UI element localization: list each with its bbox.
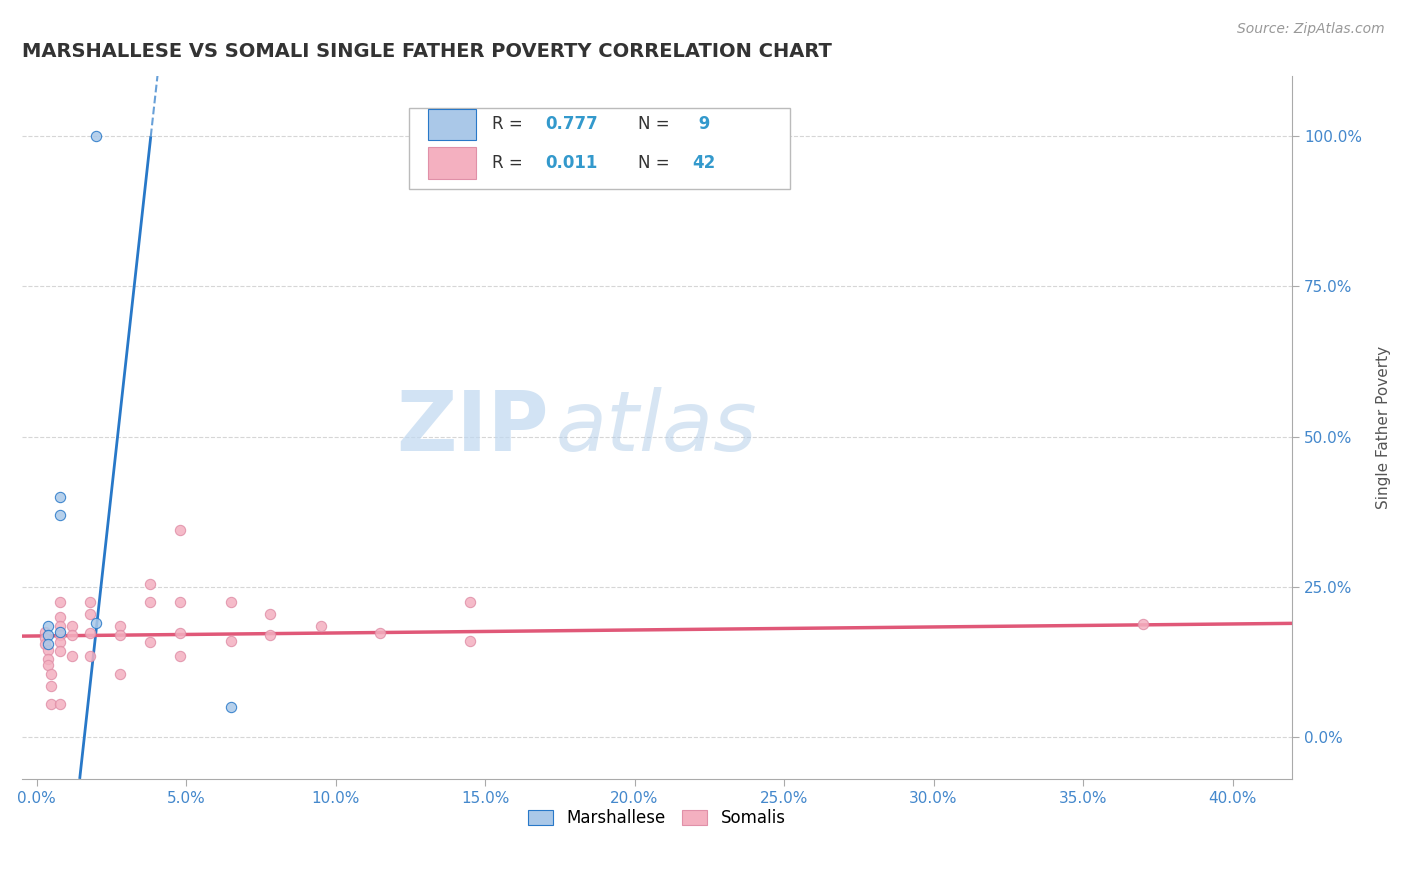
- Point: [169, 595, 191, 609]
- Point: [37, 619, 59, 633]
- FancyBboxPatch shape: [429, 109, 477, 140]
- Point: [139, 635, 162, 649]
- Text: R =: R =: [492, 154, 527, 172]
- Point: [139, 576, 162, 591]
- Point: [49, 635, 72, 649]
- Point: [37, 628, 59, 642]
- Point: [219, 699, 242, 714]
- Text: MARSHALLESE VS SOMALI SINGLE FATHER POVERTY CORRELATION CHART: MARSHALLESE VS SOMALI SINGLE FATHER POVE…: [21, 42, 831, 61]
- Point: [60, 619, 83, 633]
- Point: [41, 697, 63, 711]
- Text: N =: N =: [638, 115, 675, 133]
- Point: [84, 615, 107, 630]
- Text: N =: N =: [638, 154, 675, 172]
- Point: [49, 619, 72, 633]
- Text: R =: R =: [492, 115, 527, 133]
- Point: [37, 652, 59, 666]
- Point: [49, 490, 72, 504]
- Point: [34, 631, 56, 645]
- Point: [60, 648, 83, 663]
- FancyBboxPatch shape: [409, 108, 790, 188]
- Point: [34, 624, 56, 639]
- Text: Source: ZipAtlas.com: Source: ZipAtlas.com: [1237, 22, 1385, 37]
- Point: [219, 595, 242, 609]
- Point: [110, 628, 132, 642]
- Point: [37, 637, 59, 651]
- Point: [60, 628, 83, 642]
- Point: [79, 648, 101, 663]
- Point: [79, 607, 101, 621]
- Text: 42: 42: [693, 154, 716, 172]
- Point: [219, 633, 242, 648]
- Point: [458, 633, 481, 648]
- Point: [79, 626, 101, 640]
- Point: [37, 657, 59, 672]
- Text: ZIP: ZIP: [396, 387, 548, 468]
- Point: [37, 642, 59, 657]
- Point: [458, 595, 481, 609]
- Point: [49, 508, 72, 522]
- Text: atlas: atlas: [555, 387, 756, 468]
- Point: [1132, 617, 1154, 632]
- Point: [49, 624, 72, 639]
- Text: 0.011: 0.011: [546, 154, 598, 172]
- FancyBboxPatch shape: [429, 147, 477, 179]
- Point: [49, 595, 72, 609]
- Point: [169, 626, 191, 640]
- Point: [49, 697, 72, 711]
- Point: [49, 628, 72, 642]
- Point: [49, 644, 72, 658]
- Point: [41, 666, 63, 681]
- Y-axis label: Single Father Poverty: Single Father Poverty: [1376, 346, 1391, 509]
- Point: [370, 626, 392, 640]
- Point: [49, 609, 72, 624]
- Point: [309, 619, 332, 633]
- Point: [41, 679, 63, 693]
- Point: [259, 628, 281, 642]
- Point: [34, 637, 56, 651]
- Point: [84, 129, 107, 144]
- Text: 9: 9: [693, 115, 710, 133]
- Point: [169, 523, 191, 537]
- Point: [169, 648, 191, 663]
- Point: [110, 619, 132, 633]
- Point: [259, 607, 281, 621]
- Point: [110, 666, 132, 681]
- Text: 0.777: 0.777: [546, 115, 598, 133]
- Legend: Marshallese, Somalis: Marshallese, Somalis: [522, 803, 793, 834]
- Point: [139, 595, 162, 609]
- Point: [79, 595, 101, 609]
